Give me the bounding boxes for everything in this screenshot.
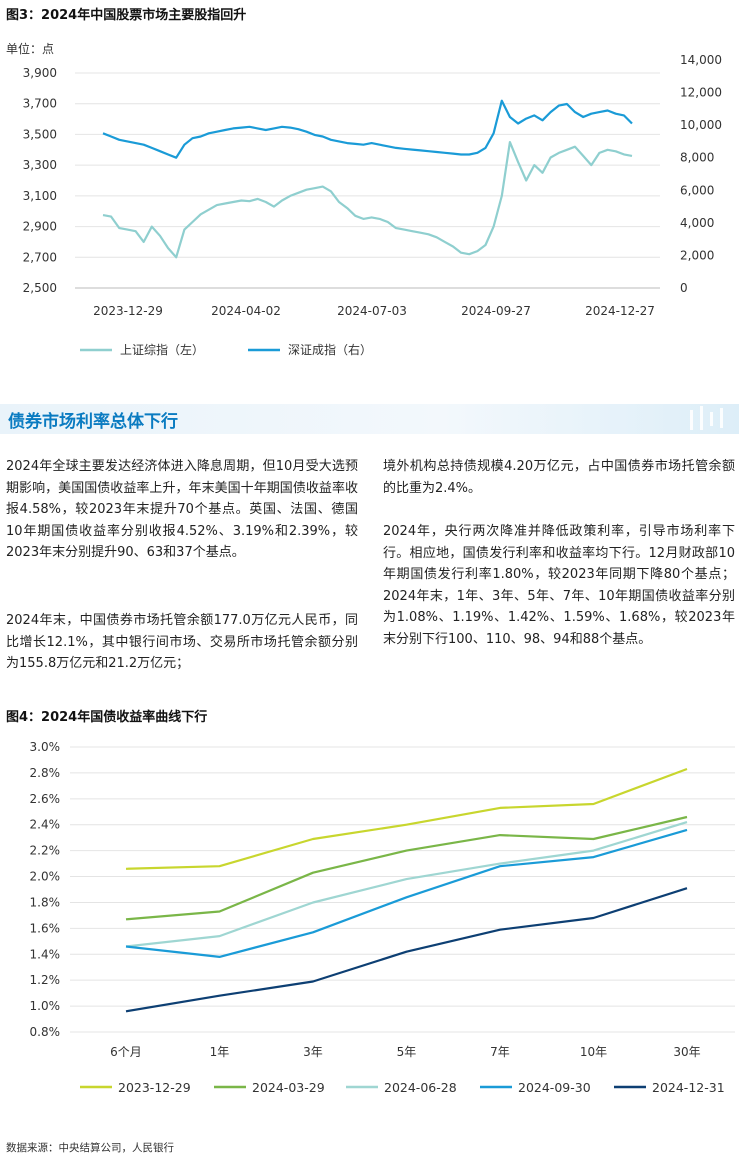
figure4-legend-label: 2024-06-28 [384, 1080, 457, 1095]
figure4-x-tick-label: 7年 [490, 1045, 510, 1059]
figure4-series-2024-12-31 [125, 887, 688, 1013]
figure4-y-tick-label: 1.4% [30, 947, 61, 961]
figure3-grid [75, 72, 660, 289]
figure3-x-tick-label: 2024-09-27 [461, 304, 531, 318]
paragraph-col2-2: 2024年，央行两次降准并降低政策利率，引导市场利率下行。相应地，国债发行利率和… [383, 524, 735, 647]
figure3-left-tick-label: 3,700 [23, 97, 57, 111]
figure4-y-tick-label: 2.2% [30, 844, 61, 858]
figure3-chart: 3,900 3,700 3,500 3,300 3,100 2,900 2,700 2,500… [23, 53, 722, 357]
figure3-x-tick-label: 2023-12-29 [93, 304, 163, 318]
paragraph-col2-1: 境外机构总持债规模4.20万亿元，占中国债券市场托管余额的比重为2.4%。 [383, 459, 735, 496]
figure4-y-tick-label: 2.6% [30, 792, 61, 806]
figure4-y-tick-label: 2.8% [30, 766, 61, 780]
figure3-right-axis: 14,000 12,000 10,000 8,000 6,000 4,000 2,000 0 [680, 53, 722, 295]
figure4-y-tick-label: 1.8% [30, 895, 61, 909]
paragraph-col1-2: 2024年末，中国债券市场托管余额177.0万亿元人民币，同比增长12.1%，其… [6, 613, 358, 671]
figure3-right-tick-label: 12,000 [680, 86, 722, 100]
figure3-right-tick-label: 14,000 [680, 53, 722, 67]
figure3-left-tick-label: 2,900 [23, 220, 57, 234]
figure3-unit-label: 单位：点 [6, 42, 55, 56]
figure3-right-tick-label: 6,000 [680, 183, 714, 197]
figure3-right-tick-label: 4,000 [680, 216, 714, 230]
figure3-x-tick-label: 2024-04-02 [211, 304, 281, 318]
figure4-series-2024-09-30 [125, 828, 688, 958]
figure3-left-tick-label: 3,500 [23, 127, 57, 141]
figure3-left-tick-label: 3,900 [23, 66, 57, 80]
figure3-left-axis: 3,900 3,700 3,500 3,300 3,100 2,900 2,700 2,500 [23, 66, 57, 295]
figure4-x-tick-label: 30年 [673, 1045, 700, 1059]
figure4-x-tick-label: 1年 [210, 1045, 230, 1059]
figure3-legend-label: 上证综指（左） [120, 342, 204, 357]
figure4-chart: 3.0% 2.8% 2.6% 2.4% 2.2% 2.0% 1.8% 1.6% 1.4% 1.2%… [30, 740, 735, 1095]
figure4-y-axis: 3.0% 2.8% 2.6% 2.4% 2.2% 2.0% 1.8% 1.6% 1.4% 1.2%… [30, 740, 61, 1039]
figure3-x-tick-label: 2024-12-27 [585, 304, 655, 318]
figure4-legend-label: 2023-12-29 [118, 1080, 191, 1095]
figure4-legend-label: 2024-03-29 [252, 1080, 325, 1095]
figure4-series-2024-03-29 [125, 815, 688, 921]
figure3-series-shanghai [102, 140, 633, 259]
figure3-right-tick-label: 8,000 [680, 151, 714, 165]
figure4-legend-label: 2024-12-31 [652, 1080, 725, 1095]
figure4-x-tick-label: 3年 [303, 1045, 323, 1059]
chart-decoration-icon [690, 406, 723, 430]
figure4-x-tick-label: 5年 [397, 1045, 417, 1059]
figure3-right-tick-label: 2,000 [680, 248, 714, 262]
figure4-series-2024-06-28 [125, 821, 688, 948]
figure3-right-tick-label: 0 [680, 281, 688, 295]
section-title: 债券市场利率总体下行 [8, 412, 178, 432]
figure3-x-tick-label: 2024-07-03 [337, 304, 407, 318]
figure4-y-tick-label: 2.4% [30, 818, 61, 832]
paragraph-col1-1: 2024年全球主要发达经济体进入降息周期，但10月受大选预期影响，美国国债收益率… [6, 459, 358, 560]
figure3-x-axis: 2023-12-29 2024-04-02 2024-07-03 2024-09-27… [93, 304, 655, 318]
figure4-x-tick-label: 10年 [580, 1045, 607, 1059]
figure4-x-tick-label: 6个月 [110, 1045, 142, 1059]
figure4-y-tick-label: 1.0% [30, 999, 61, 1013]
figure3-left-tick-label: 2,500 [23, 281, 57, 295]
figure3-right-tick-label: 10,000 [680, 118, 722, 132]
figure3-left-tick-label: 3,100 [23, 189, 57, 203]
data-source: 数据来源：中央结算公司，人民银行 [6, 1142, 174, 1154]
figure4-legend-label: 2024-09-30 [518, 1080, 591, 1095]
figure3-legend: 上证综指（左） 深证成指（右） [80, 342, 372, 357]
figure4-y-tick-label: 0.8% [30, 1025, 61, 1039]
figure4-legend: 2023-12-29 2024-03-29 2024-06-28 2024-09-30… [80, 1080, 725, 1095]
figure3-title: 图3：2024年中国股票市场主要股指回升 [6, 8, 247, 23]
figure4-y-tick-label: 1.2% [30, 973, 61, 987]
figure4-y-tick-label: 3.0% [30, 740, 61, 754]
figure4-y-tick-label: 2.0% [30, 870, 61, 884]
figure3-series-shenzhen [102, 99, 633, 159]
figure4-y-tick-label: 1.6% [30, 921, 61, 935]
figure3-legend-label: 深证成指（右） [288, 342, 372, 357]
figure4-series [125, 767, 688, 1013]
figure4-title: 图4：2024年国债收益率曲线下行 [6, 710, 208, 725]
section-header-bar [0, 404, 739, 434]
figure4-series-2023-12-29 [125, 767, 688, 870]
figure4-grid [70, 746, 735, 1033]
figure3-series [102, 99, 633, 259]
figure3-left-tick-label: 3,300 [23, 158, 57, 172]
figure3-left-tick-label: 2,700 [23, 250, 57, 264]
figure4-x-axis: 6个月 1年 3年 5年 7年 10年 30年 [110, 1045, 700, 1059]
